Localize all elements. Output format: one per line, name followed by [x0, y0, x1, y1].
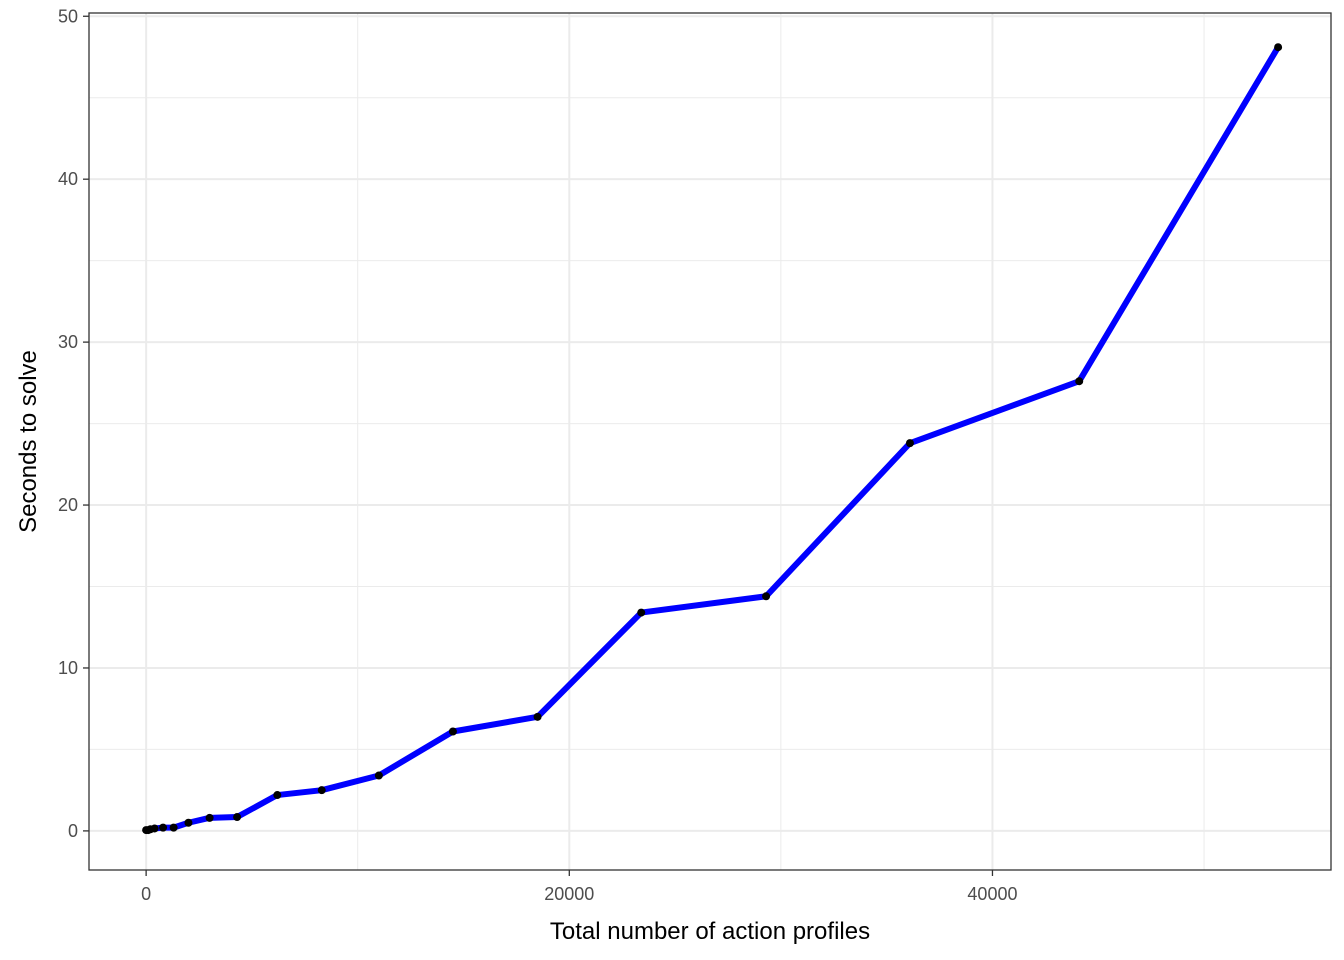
y-tick-label: 20 [58, 495, 78, 515]
data-point [1075, 377, 1084, 386]
data-point [533, 712, 542, 721]
x-tick-label: 0 [141, 884, 151, 904]
data-point [169, 823, 178, 832]
y-tick-label: 0 [68, 821, 78, 841]
grid-lines [89, 13, 1331, 870]
data-point [374, 771, 383, 780]
data-points [142, 43, 1283, 835]
y-tick-label: 50 [58, 6, 78, 26]
y-tick-label: 10 [58, 658, 78, 678]
data-point [448, 727, 457, 736]
tick-labels: 0 20000 40000 0 10 20 30 40 50 [58, 6, 1018, 904]
data-point [317, 786, 326, 795]
axis-ticks [83, 15, 994, 876]
data-point [205, 813, 214, 822]
data-point [184, 818, 193, 827]
data-point [1274, 43, 1283, 52]
panel-border [88, 12, 1332, 871]
data-point [637, 608, 646, 617]
data-point [150, 824, 159, 833]
data-point [762, 592, 771, 601]
x-tick-label: 20000 [544, 884, 594, 904]
data-point [273, 791, 282, 800]
y-tick-label: 40 [58, 169, 78, 189]
y-axis-title: Seconds to solve [15, 350, 42, 533]
x-tick-label: 40000 [967, 884, 1017, 904]
data-point [905, 439, 914, 448]
data-point [233, 813, 242, 822]
data-point [159, 823, 168, 832]
y-tick-label: 30 [58, 332, 78, 352]
x-axis-title: Total number of action profiles [550, 918, 870, 945]
